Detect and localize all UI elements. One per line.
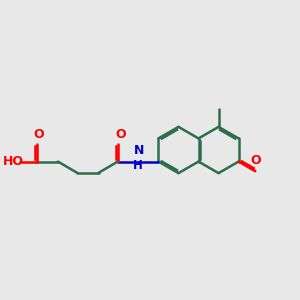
Text: H: H — [133, 159, 142, 172]
Text: O: O — [34, 128, 44, 141]
Text: O: O — [115, 128, 125, 141]
Text: N: N — [134, 144, 144, 157]
Text: O: O — [250, 154, 261, 167]
Text: HO: HO — [3, 155, 24, 168]
